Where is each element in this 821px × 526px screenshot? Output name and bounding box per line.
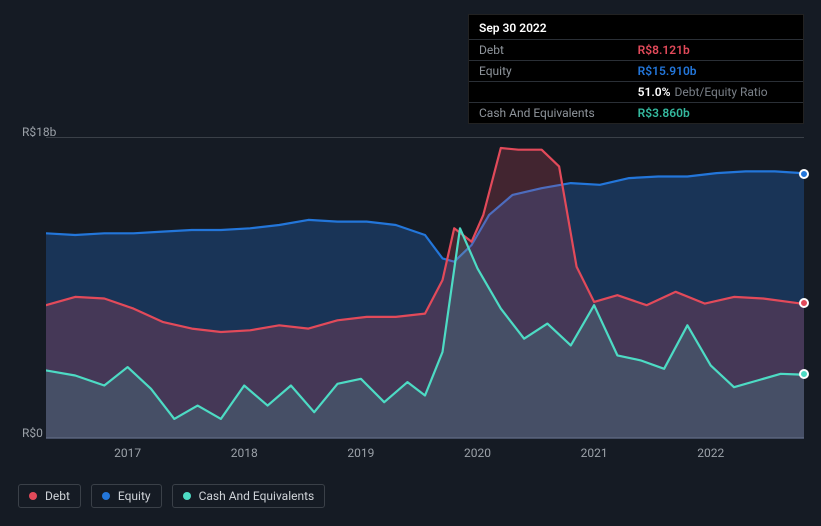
- end-dot-equity: [799, 169, 809, 179]
- end-dot-cash: [799, 369, 809, 379]
- legend-label: Equity: [118, 489, 151, 503]
- tooltip-row-debt: Debt R$8.121b: [469, 40, 803, 61]
- legend-label: Debt: [45, 489, 70, 503]
- tooltip-label: Cash And Equivalents: [469, 103, 628, 124]
- legend: Debt Equity Cash And Equivalents: [18, 484, 325, 508]
- x-tick: 2021: [581, 446, 608, 460]
- tooltip-title: Sep 30 2022: [469, 15, 803, 39]
- x-tick: 2020: [464, 446, 491, 460]
- tooltip-value: R$15.910b: [628, 61, 803, 82]
- tooltip-table: Debt R$8.121b Equity R$15.910b 51.0%Debt…: [469, 39, 803, 123]
- tooltip-ratio-suffix: Debt/Equity Ratio: [674, 85, 767, 99]
- tooltip-label: Equity: [469, 61, 628, 82]
- tooltip-value: R$3.860b: [628, 103, 803, 124]
- legend-dot-icon: [183, 492, 191, 500]
- x-tick: 2018: [231, 446, 258, 460]
- tooltip-row-equity: Equity R$15.910b: [469, 61, 803, 82]
- x-tick: 2017: [114, 446, 141, 460]
- tooltip-label: [469, 82, 628, 103]
- chart-plot-area[interactable]: [46, 137, 804, 438]
- tooltip-value: R$8.121b: [628, 40, 803, 61]
- legend-label: Cash And Equivalents: [199, 489, 315, 503]
- legend-item-debt[interactable]: Debt: [18, 484, 81, 508]
- tooltip-label: Debt: [469, 40, 628, 61]
- x-tick: 2022: [697, 446, 724, 460]
- legend-item-cash[interactable]: Cash And Equivalents: [172, 484, 326, 508]
- legend-dot-icon: [29, 492, 37, 500]
- tooltip: Sep 30 2022 Debt R$8.121b Equity R$15.91…: [468, 14, 804, 124]
- legend-dot-icon: [102, 492, 110, 500]
- tooltip-value: 51.0%Debt/Equity Ratio: [628, 82, 803, 103]
- y-tick-min: R$0: [22, 426, 43, 440]
- tooltip-row-cash: Cash And Equivalents R$3.860b: [469, 103, 803, 124]
- end-dot-debt: [799, 298, 809, 308]
- x-tick: 2019: [347, 446, 374, 460]
- tooltip-ratio-value: 51.0%: [638, 85, 671, 99]
- tooltip-row-ratio: 51.0%Debt/Equity Ratio: [469, 82, 803, 103]
- chart-svg: [46, 138, 804, 439]
- legend-item-equity[interactable]: Equity: [91, 484, 162, 508]
